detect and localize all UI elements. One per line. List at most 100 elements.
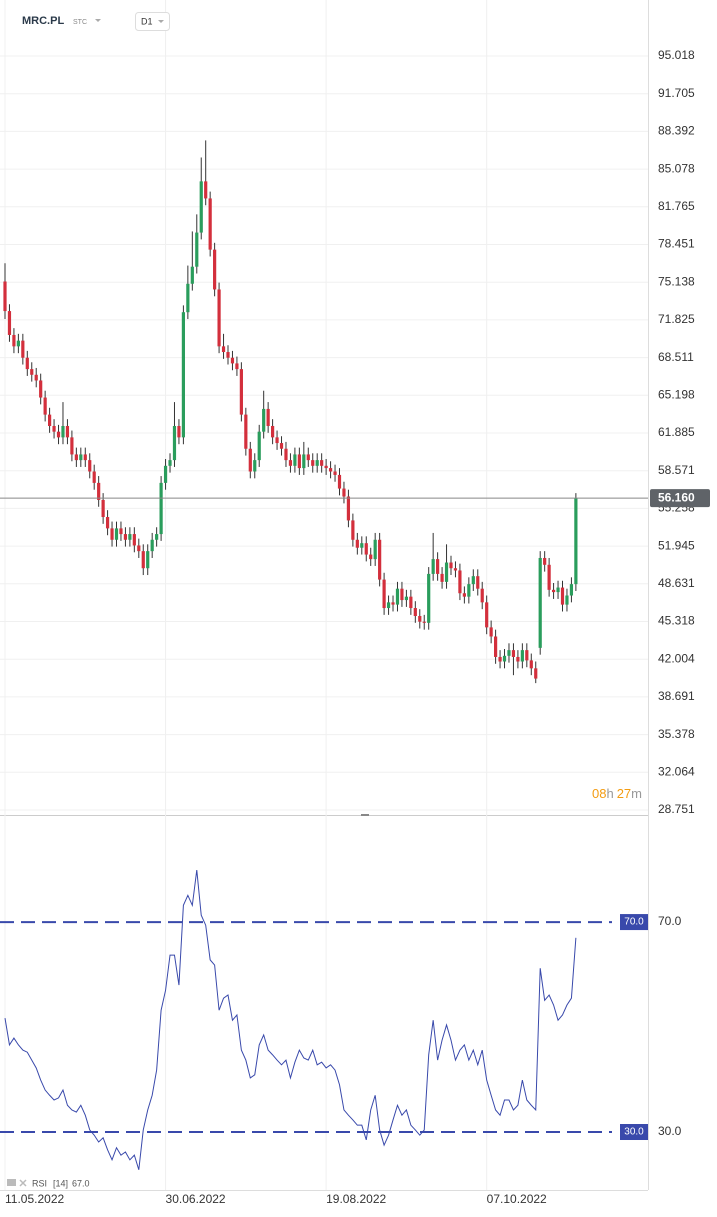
y-tick-label: 30.0 bbox=[658, 1124, 682, 1138]
candle-body bbox=[279, 443, 284, 449]
candle-body bbox=[248, 448, 252, 472]
candle-body bbox=[217, 289, 221, 347]
candle-body bbox=[297, 454, 301, 469]
candle-body bbox=[128, 534, 132, 540]
candle-body bbox=[525, 650, 529, 661]
candle-body bbox=[155, 534, 159, 540]
candle-body bbox=[43, 397, 47, 415]
candle-body bbox=[79, 454, 83, 461]
y-tick-label: 75.138 bbox=[658, 274, 695, 288]
candle-body bbox=[337, 474, 342, 489]
candle-body bbox=[293, 454, 297, 466]
panel-handle[interactable] bbox=[361, 814, 369, 816]
interval-box[interactable] bbox=[135, 12, 170, 31]
candle-body bbox=[351, 520, 355, 540]
candle-body bbox=[3, 281, 7, 312]
y-tick-label: 85.078 bbox=[658, 161, 695, 175]
candle-body bbox=[520, 650, 524, 662]
legend-icon[interactable] bbox=[7, 1179, 16, 1186]
symbol[interactable]: MRC.PL bbox=[22, 15, 64, 27]
candle-body bbox=[70, 437, 74, 455]
candle-body bbox=[543, 557, 547, 565]
candle-body bbox=[306, 454, 310, 461]
candle-body bbox=[444, 562, 449, 582]
candle-body bbox=[119, 528, 123, 535]
candle-body bbox=[404, 596, 408, 601]
candle-body bbox=[288, 460, 293, 466]
candle-body bbox=[105, 517, 110, 529]
candle-body bbox=[498, 656, 502, 662]
candle-body bbox=[360, 543, 364, 548]
candle-body bbox=[489, 627, 493, 637]
candle-body bbox=[83, 454, 87, 461]
candle-body bbox=[181, 312, 185, 438]
candle-body bbox=[114, 528, 119, 540]
y-tick-label: 91.705 bbox=[658, 86, 695, 100]
countdown-hours: 08 bbox=[592, 786, 606, 801]
candle-body bbox=[61, 425, 65, 438]
candle-body bbox=[48, 414, 52, 426]
candle-body bbox=[101, 499, 105, 518]
candle-body bbox=[556, 587, 560, 593]
candle-body bbox=[163, 465, 168, 483]
countdown-minutes-unit: m bbox=[631, 786, 642, 801]
candle-body bbox=[244, 414, 248, 449]
candle-body bbox=[409, 596, 413, 609]
candle-body bbox=[199, 181, 203, 233]
rsi-period: [14] bbox=[53, 1178, 68, 1188]
candle-body bbox=[458, 570, 462, 594]
y-tick-label: 38.691 bbox=[658, 689, 695, 703]
rsi-name: RSI bbox=[32, 1178, 47, 1188]
candle-body bbox=[88, 460, 92, 472]
candle-body bbox=[400, 588, 404, 601]
y-tick-label: 81.765 bbox=[658, 199, 695, 213]
candle-body bbox=[221, 346, 226, 353]
candle-body bbox=[213, 249, 217, 290]
candle-body bbox=[208, 198, 212, 250]
candle-body bbox=[132, 534, 136, 546]
candle-body bbox=[257, 431, 261, 461]
candle-body bbox=[547, 564, 551, 590]
candle-body bbox=[284, 448, 288, 461]
candle-body bbox=[12, 334, 16, 347]
market: STC bbox=[73, 19, 87, 26]
candle-body bbox=[186, 283, 190, 313]
candle-body bbox=[65, 425, 70, 438]
candle-body bbox=[369, 554, 373, 560]
interval[interactable]: D1 bbox=[141, 16, 153, 26]
candle-body bbox=[364, 543, 368, 555]
candle-body bbox=[494, 636, 498, 657]
candle-body bbox=[355, 539, 359, 548]
candle-body bbox=[342, 488, 346, 497]
candle-body bbox=[190, 266, 194, 284]
legend-close[interactable] bbox=[19, 1179, 27, 1187]
candle-body bbox=[462, 593, 466, 597]
candle-body bbox=[39, 380, 43, 398]
candle-body bbox=[471, 576, 475, 585]
level-label: 70.0 bbox=[624, 917, 644, 928]
candle-body bbox=[418, 616, 422, 622]
candle-body bbox=[529, 660, 533, 669]
y-tick-label: 48.631 bbox=[658, 576, 695, 590]
candle-body bbox=[16, 340, 20, 347]
candle-body bbox=[146, 551, 150, 569]
dropdown-arrow[interactable] bbox=[158, 20, 164, 23]
candle-body bbox=[395, 588, 400, 605]
countdown-minutes: 27 bbox=[617, 786, 631, 801]
candle-body bbox=[275, 437, 279, 444]
candle-body bbox=[436, 559, 440, 574]
y-tick-label: 45.318 bbox=[658, 614, 695, 628]
candle-body bbox=[230, 357, 235, 364]
y-tick-label: 35.378 bbox=[658, 727, 695, 741]
candle-body bbox=[239, 369, 243, 415]
countdown-hours-unit: h bbox=[606, 786, 613, 801]
candle-body bbox=[271, 425, 275, 438]
candle-body bbox=[551, 589, 556, 593]
candle-body bbox=[25, 357, 29, 370]
candle-body bbox=[253, 460, 257, 472]
x-tick-label: 30.06.2022 bbox=[166, 1192, 226, 1206]
candle-body bbox=[7, 311, 12, 335]
dropdown-arrow[interactable] bbox=[95, 19, 101, 22]
candle-body bbox=[110, 528, 114, 540]
